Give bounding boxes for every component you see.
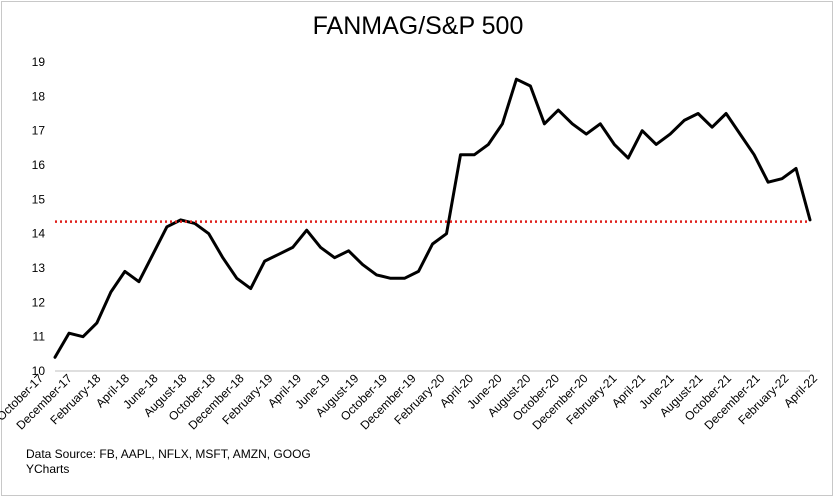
source-provider: YCharts xyxy=(26,462,70,476)
series-group xyxy=(53,77,812,359)
y-tick-label: 12 xyxy=(32,295,46,309)
y-tick-label: 13 xyxy=(32,261,46,275)
y-tick-label: 16 xyxy=(32,158,46,172)
y-tick-label: 17 xyxy=(32,124,46,138)
data-source-note: Data Source: FB, AAPL, NFLX, MSFT, AMZN,… xyxy=(26,447,311,477)
data-source-text: Data Source: FB, AAPL, NFLX, MSFT, AMZN,… xyxy=(26,447,311,461)
x-axis: October-17December-17February-18April-18… xyxy=(0,370,820,433)
series-line xyxy=(53,77,812,359)
y-tick-label: 14 xyxy=(32,227,46,241)
y-tick-label: 19 xyxy=(32,55,46,69)
y-tick-label: 10 xyxy=(32,364,46,378)
y-tick-label: 18 xyxy=(32,89,46,103)
y-axis: 10 11 12 13 14 15 16 17 18 19 xyxy=(32,55,46,378)
y-tick-label: 15 xyxy=(32,192,46,206)
y-tick-label: 11 xyxy=(33,330,46,344)
chart-title: FANMAG/S&P 500 xyxy=(312,12,524,40)
